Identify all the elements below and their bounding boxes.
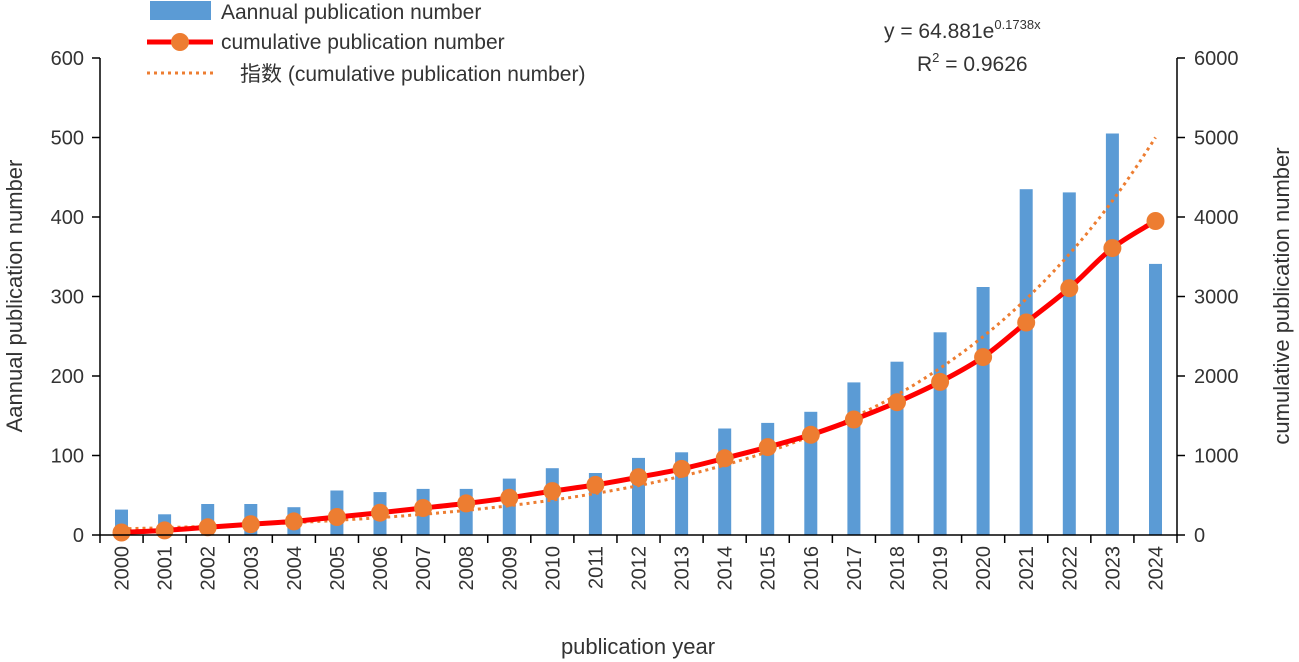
x-tick-label-2021: 2021: [1016, 546, 1038, 591]
cumulative-point-2018: [888, 393, 906, 412]
cumulative-point-2022: [1060, 279, 1079, 298]
cumulative-point-2006: [371, 503, 389, 522]
cumulative-point-2023: [1103, 239, 1122, 258]
cumulative-point-2009: [500, 488, 519, 507]
right-tick-label: 4000: [1194, 207, 1239, 229]
right-tick-label: 0: [1194, 525, 1205, 547]
legend-label-cumulative: cumulative publication number: [221, 31, 505, 54]
x-tick-label-2018: 2018: [887, 546, 909, 591]
bar-2022: [1062, 192, 1076, 535]
left-tick-label: 0: [73, 525, 84, 547]
x-tick-label-2004: 2004: [284, 546, 306, 591]
bar-2023: [1105, 133, 1119, 535]
cumulative-point-2020: [974, 348, 993, 367]
x-axis-title: publication year: [561, 634, 715, 659]
cumulative-point-2024: [1146, 212, 1165, 230]
x-tick-label-2010: 2010: [542, 546, 564, 591]
cumulative-point-2003: [241, 515, 260, 534]
cumulative-point-2002: [198, 518, 217, 537]
right-tick-label: 2000: [1194, 366, 1239, 388]
x-tick-label-2005: 2005: [327, 546, 349, 591]
x-tick-label-2002: 2002: [198, 546, 220, 591]
cumulative-point-2005: [327, 508, 346, 526]
cumulative-point-2013: [672, 459, 691, 478]
left-tick-label: 300: [51, 287, 84, 309]
x-tick-label-2013: 2013: [672, 546, 694, 591]
right-tick-label: 3000: [1194, 287, 1239, 309]
cumulative-point-2007: [414, 499, 433, 517]
x-tick-label-2016: 2016: [801, 546, 823, 591]
x-tick-label-2024: 2024: [1146, 546, 1168, 591]
right-tick-label: 5000: [1194, 128, 1239, 150]
cumulative-point-2004: [284, 512, 303, 531]
bar-2020: [976, 287, 990, 535]
cumulative-point-2019: [931, 372, 950, 391]
x-tick-label-2023: 2023: [1102, 546, 1124, 591]
cumulative-point-2012: [629, 468, 648, 487]
x-tick-label-2007: 2007: [413, 546, 435, 591]
cumulative-point-2015: [758, 438, 777, 457]
bar-2021: [1019, 189, 1033, 535]
legend: Aannual publication number cumulative pu…: [147, 1, 585, 86]
y-axis-left-title: Aannual publication number: [2, 160, 27, 433]
right-tick-label: 6000: [1194, 48, 1239, 70]
x-tick-label-2012: 2012: [629, 546, 651, 591]
x-tick-label-2015: 2015: [758, 546, 780, 591]
bar-2024: [1149, 263, 1162, 535]
cumulative-point-2011: [586, 475, 605, 494]
left-tick-label: 400: [51, 207, 84, 229]
x-tick-label-2003: 2003: [241, 546, 263, 591]
cumulative-point-2014: [715, 449, 734, 468]
left-tick-label: 500: [51, 128, 84, 150]
y-axis-right-title: cumulative publication number: [1269, 147, 1294, 444]
x-tick-label-2014: 2014: [715, 546, 737, 591]
legend-label-trend: 指数 (cumulative publication number): [240, 63, 585, 86]
legend-label-annual: Aannual publication number: [221, 1, 481, 24]
left-tick-label: 600: [51, 48, 84, 70]
right-tick-label: 1000: [1194, 446, 1239, 468]
x-tick-label-2006: 2006: [370, 546, 392, 591]
cumulative-point-2016: [801, 425, 820, 444]
legend-swatch-marker: [171, 33, 189, 51]
cumulative-point-2017: [844, 410, 863, 429]
bar-2019: [933, 332, 947, 535]
bar-2018: [890, 361, 904, 535]
x-tick-label-2019: 2019: [930, 546, 952, 591]
x-tick-label-2011: 2011: [585, 546, 607, 589]
x-tick-label-2017: 2017: [844, 546, 866, 591]
x-tick-label-2009: 2009: [499, 546, 521, 591]
cumulative-point-2000: [112, 523, 131, 542]
cumulative-point-2010: [543, 482, 562, 501]
bar-2017: [847, 382, 861, 535]
tick-labels: 0 0 100 1000 200 2000 300 3000 400 4000 500 5000 600…: [51, 48, 1239, 591]
bar-2014: [718, 428, 732, 535]
ticks: [92, 57, 1185, 543]
trend-equation: y = 64.881e0.1738x R2 = 0.9626: [884, 17, 1041, 76]
x-tick-label-2022: 2022: [1059, 546, 1081, 591]
r-squared-text: R2 = 0.9626: [917, 50, 1028, 76]
cumulative-markers: [112, 212, 1165, 542]
left-tick-label: 200: [51, 366, 84, 388]
legend-swatch-bar: [150, 1, 211, 20]
equation-text: y = 64.881e0.1738x: [884, 17, 1041, 43]
cumulative-point-2021: [1017, 313, 1036, 332]
cumulative-point-2001: [155, 521, 174, 540]
x-tick-label-2001: 2001: [155, 546, 177, 591]
x-tick-label-2000: 2000: [112, 546, 134, 591]
cumulative-point-2008: [457, 494, 476, 513]
x-tick-label-2020: 2020: [973, 546, 995, 591]
x-tick-label-2008: 2008: [456, 546, 478, 591]
left-tick-label: 100: [51, 446, 84, 468]
